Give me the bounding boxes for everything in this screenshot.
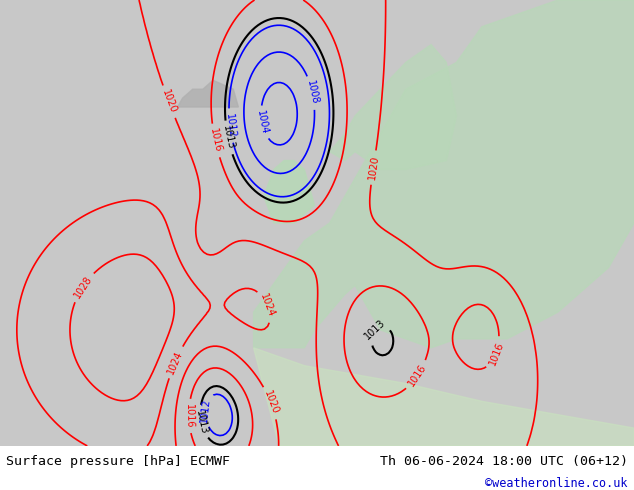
Polygon shape [254,348,634,446]
Text: 1016: 1016 [184,404,194,428]
Text: 1016: 1016 [406,363,429,388]
Text: Th 06-06-2024 18:00 UTC (06+12): Th 06-06-2024 18:00 UTC (06+12) [380,455,628,468]
Text: 1024: 1024 [259,293,276,319]
Polygon shape [254,0,634,348]
Text: 1012: 1012 [200,397,212,423]
Text: 1024: 1024 [165,349,184,375]
Polygon shape [178,80,238,107]
Text: 1016: 1016 [208,127,223,154]
Text: 1008: 1008 [305,80,320,106]
Text: 1013: 1013 [221,124,235,150]
Text: 1004: 1004 [255,110,269,136]
Polygon shape [264,161,314,223]
Polygon shape [330,45,456,170]
Text: 1013: 1013 [194,409,209,435]
Text: 1016: 1016 [487,340,505,367]
Text: 1020: 1020 [366,155,380,180]
Text: 1020: 1020 [160,89,178,115]
Text: ©weatheronline.co.uk: ©weatheronline.co.uk [485,477,628,490]
Text: 1020: 1020 [262,390,280,416]
Text: Surface pressure [hPa] ECMWF: Surface pressure [hPa] ECMWF [6,455,230,468]
Text: 1012: 1012 [224,113,236,139]
Text: 1013: 1013 [363,317,388,341]
Text: 1028: 1028 [72,274,94,300]
